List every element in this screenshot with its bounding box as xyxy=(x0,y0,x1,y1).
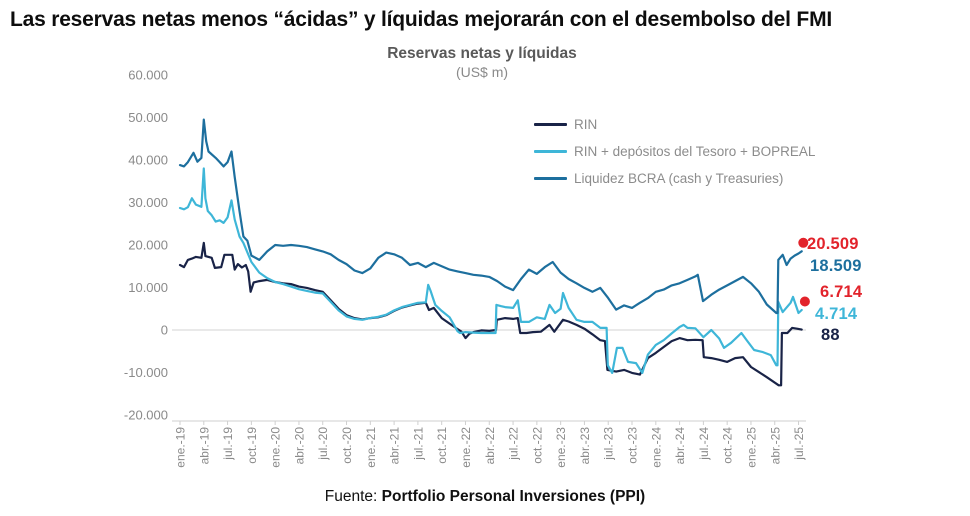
y-axis-label: 50.000 xyxy=(128,110,168,125)
rin-line-swatch xyxy=(534,123,567,126)
y-axis-label: -10.000 xyxy=(124,365,168,380)
x-axis-label: oct.-24 xyxy=(721,427,735,464)
legend-item-liquidez-bcra: Liquidez BCRA (cash y Treasuries) xyxy=(534,165,815,192)
x-axis-label: oct.-20 xyxy=(340,427,354,464)
legend-label-rin: RIN xyxy=(574,117,598,132)
legend-item-rin-depositos-bopreal: RIN + depósitos del Tesoro + BOPREAL xyxy=(534,138,815,165)
series-line-1 xyxy=(178,167,803,374)
x-axis-label: ene.-22 xyxy=(459,427,473,468)
x-axis-label: oct.-21 xyxy=(435,427,449,464)
label-rin-actual: 88 xyxy=(821,326,840,344)
series-line-0 xyxy=(178,241,803,387)
legend-label-liquidez: Liquidez BCRA (cash y Treasuries) xyxy=(574,171,784,186)
x-axis-label: jul.-20 xyxy=(316,427,330,461)
chart-title: Reservas netas y líquidas xyxy=(387,45,577,62)
y-axis-label: 60.000 xyxy=(128,68,168,83)
legend: RIN RIN + depósitos del Tesoro + BOPREAL… xyxy=(534,111,815,192)
x-axis-label: abr.-23 xyxy=(578,427,592,465)
x-axis-label: jul.-22 xyxy=(507,427,521,461)
x-axis-label: ene.-23 xyxy=(554,427,568,468)
label-liquidez-actual: 18.509 xyxy=(810,257,862,275)
label-rin-dep-proyectado: 6.714 xyxy=(820,283,863,301)
source-name: Portfolio Personal Inversiones (PPI) xyxy=(381,488,646,505)
x-axis-label: abr.-20 xyxy=(292,427,306,465)
projection-dot xyxy=(798,237,809,248)
y-axis-label: 30.000 xyxy=(128,195,168,210)
series-line-2 xyxy=(178,118,803,315)
x-axis-label: jul.-19 xyxy=(221,427,235,461)
projection-dot xyxy=(799,296,810,307)
x-axis-label: abr.-25 xyxy=(768,427,782,465)
y-axis-label: -20.000 xyxy=(124,408,168,423)
label-liquidez-proyectado: 20.509 xyxy=(807,235,859,253)
x-axis-label: jul.-25 xyxy=(792,427,806,461)
x-axis-label: ene.-21 xyxy=(364,427,378,468)
headline: Las reservas netas menos “ácidas” y líqu… xyxy=(10,8,832,31)
x-axis-label: jul.-23 xyxy=(602,427,616,461)
x-axis-label: abr.-22 xyxy=(483,427,497,465)
x-axis-label: ene.-20 xyxy=(269,427,283,468)
y-axis-label: 20.000 xyxy=(128,238,168,253)
y-axis-label: 40.000 xyxy=(128,153,168,168)
x-axis-label: abr.-21 xyxy=(388,427,402,465)
x-axis-label: ene.-25 xyxy=(744,427,758,468)
x-axis-label: oct.-23 xyxy=(626,427,640,464)
label-rin-dep-actual: 4.714 xyxy=(815,305,858,323)
legend-item-rin: RIN xyxy=(534,111,815,138)
liquidez-line-swatch xyxy=(534,177,567,180)
x-axis-label: abr.-19 xyxy=(197,427,211,465)
y-axis-label: 0 xyxy=(161,323,168,338)
x-axis-label: oct.-22 xyxy=(530,427,544,464)
y-axis-label: 10.000 xyxy=(128,280,168,295)
x-axis-label: jul.-21 xyxy=(411,427,425,461)
x-axis-label: ene.-19 xyxy=(174,427,188,468)
legend-label-rin-depositos: RIN + depósitos del Tesoro + BOPREAL xyxy=(574,144,816,159)
rin-depositos-line-swatch xyxy=(534,150,567,153)
x-axis-label: abr.-24 xyxy=(673,427,687,465)
source-line: Fuente: Portfolio Personal Inversiones (… xyxy=(0,488,970,506)
x-axis-label: oct.-19 xyxy=(245,427,259,464)
x-axis-label: jul.-24 xyxy=(697,427,711,461)
chart-subtitle: (US$ m) xyxy=(455,64,509,80)
x-axis-label: ene.-24 xyxy=(649,427,663,468)
source-prefix: Fuente: xyxy=(324,488,382,505)
